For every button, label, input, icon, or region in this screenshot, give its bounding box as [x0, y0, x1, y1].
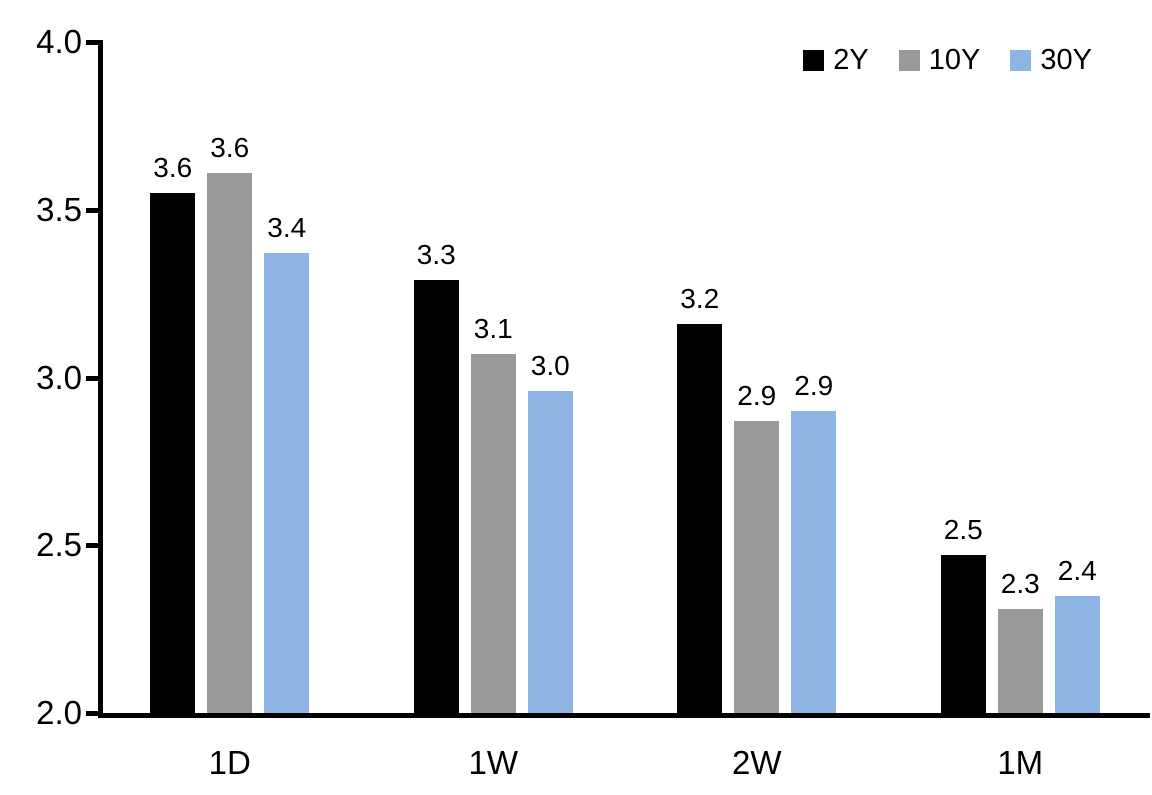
bar-value-label-30y-1w: 3.0 — [530, 349, 570, 381]
legend-label-30y: 30Y — [1040, 44, 1092, 76]
bar-value-label-2y-1w: 3.3 — [416, 239, 456, 271]
legend-swatch-10y — [898, 50, 920, 71]
y-axis-tick-label: 2.0 — [36, 694, 82, 731]
y-axis-tick-label: 2.5 — [36, 526, 82, 564]
y-axis-tick — [86, 375, 103, 381]
x-axis-category-label-1d: 1D — [208, 744, 251, 781]
bar-10y-1w — [470, 354, 516, 713]
legend-label-10y: 10Y — [928, 44, 981, 76]
bar-value-label-30y-2w: 2.9 — [794, 370, 834, 402]
bar-value-label-10y-2w: 2.9 — [737, 380, 777, 412]
y-axis-tick-label: 3.5 — [36, 190, 82, 228]
legend-label-2y: 2Y — [833, 44, 869, 76]
x-axis-category-label-1m: 1M — [997, 744, 1044, 781]
bar-30y-1w — [527, 390, 573, 713]
bar-2y-2w — [677, 323, 723, 713]
bar-30y-2w — [791, 411, 837, 713]
x-axis-category-label-2w: 2W — [732, 744, 782, 781]
bar-value-label-10y-1w: 3.1 — [473, 313, 513, 344]
legend-item-10y: 10Y — [898, 44, 981, 77]
x-axis-category-label-1w: 1W — [468, 744, 519, 781]
bar-2y-1m — [940, 555, 986, 713]
y-axis-tick — [86, 711, 103, 716]
bar-30y-1m — [1054, 595, 1100, 713]
legend-swatch-2y — [803, 50, 825, 71]
bar-value-label-30y-1d: 3.4 — [267, 212, 307, 244]
legend-swatch-30y — [1010, 50, 1032, 71]
x-axis-line — [98, 713, 1150, 718]
y-axis-tick-label: 4.0 — [36, 23, 82, 60]
bar-value-label-2y-2w: 3.2 — [680, 282, 720, 314]
bar-value-label-30y-1m: 2.4 — [1057, 554, 1097, 586]
y-axis-tick — [86, 543, 103, 549]
bar-value-label-2y-1m: 2.5 — [943, 514, 983, 546]
y-axis-tick-label: 3.0 — [36, 358, 82, 396]
bar-value-label-10y-1d: 3.6 — [210, 131, 250, 163]
y-axis-tick — [86, 40, 103, 45]
bar-10y-1m — [997, 608, 1043, 713]
legend-item-2y: 2Y — [803, 44, 869, 77]
bar-10y-2w — [734, 421, 780, 713]
legend-item-30y: 30Y — [1010, 44, 1092, 77]
bar-2y-1d — [150, 192, 196, 713]
bar-10y-1d — [207, 172, 253, 713]
bar-value-label-10y-1m: 2.3 — [1000, 567, 1040, 599]
bar-30y-1d — [264, 253, 310, 713]
legend: 2Y 10Y 30Y — [803, 44, 1092, 77]
bar-2y-1w — [413, 280, 459, 713]
y-axis-tick — [86, 207, 103, 213]
bar-value-label-2y-1d: 3.6 — [153, 151, 193, 183]
